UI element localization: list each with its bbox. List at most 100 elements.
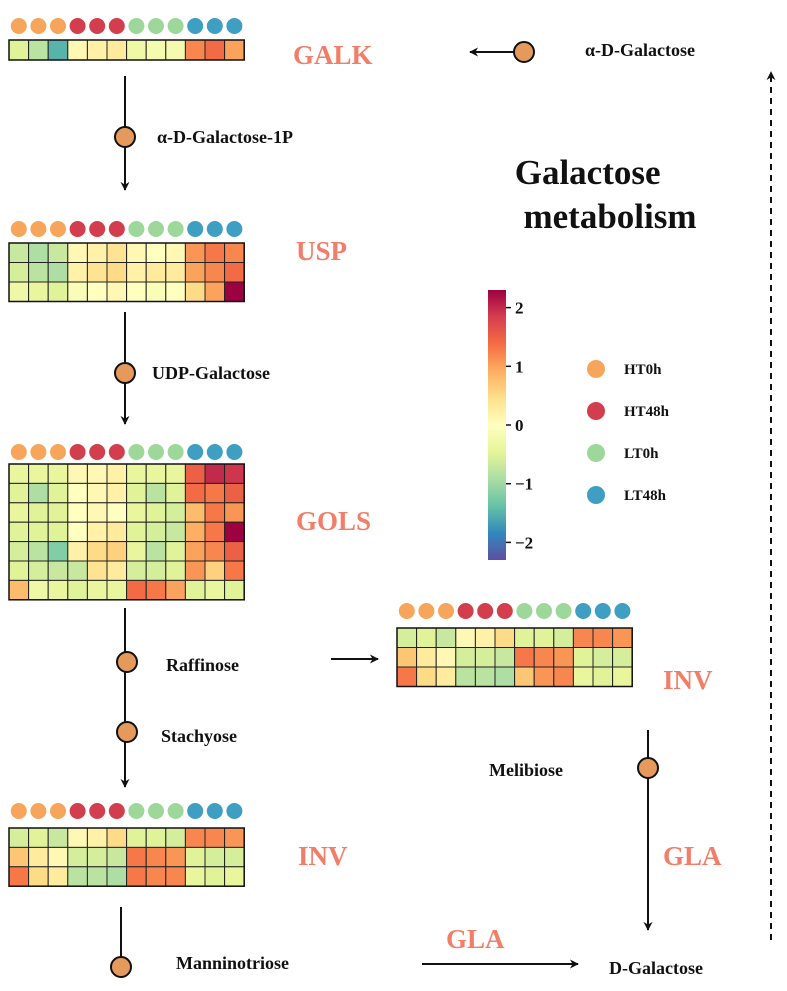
heatmap-cell	[514, 627, 535, 648]
legend-label: LT48h	[624, 488, 667, 504]
legend-dot	[587, 360, 605, 378]
sample-dot	[187, 221, 204, 237]
heatmap-cell	[184, 242, 206, 263]
heatmap-cell	[126, 521, 147, 543]
metabolite-stachyose: Stachyose	[161, 726, 237, 746]
heatmap-cell	[126, 39, 147, 61]
enzyme-usp: USP	[296, 236, 347, 266]
heatmap-cell	[204, 482, 226, 504]
heatmap-cell	[455, 647, 476, 668]
heatmap-cell	[514, 666, 535, 687]
sample-dot	[167, 444, 184, 460]
heatmap-cell	[396, 647, 418, 668]
heatmap-cell	[204, 521, 226, 543]
heatmap-cell	[184, 521, 206, 543]
colorbar-tick-label: 1	[515, 357, 524, 376]
heatmap-cell	[67, 262, 88, 283]
heatmap-cell	[8, 560, 30, 581]
heatmap-cell	[8, 846, 30, 868]
sample-dot	[30, 444, 47, 460]
heatmap-cell	[184, 541, 206, 562]
heatmap-cell	[165, 502, 186, 523]
heatmap-cell	[165, 281, 186, 302]
heatmap-cell	[572, 647, 594, 668]
heatmap-cell	[67, 463, 88, 484]
heatmap-cell	[165, 541, 186, 562]
heatmap-cell	[165, 866, 186, 887]
heatmap-cell	[224, 39, 245, 61]
sample-dot	[30, 18, 47, 34]
heatmap-cell	[224, 482, 245, 504]
heatmap-cell	[184, 827, 206, 848]
heatmap-cell	[106, 242, 128, 263]
heatmap-cell	[86, 502, 108, 523]
sample-dot	[148, 221, 164, 237]
heatmap-cell	[86, 482, 108, 504]
heatmap-cell	[126, 579, 147, 601]
heatmap-cell	[204, 541, 226, 562]
sample-dot	[516, 603, 533, 619]
heatmap-cell	[86, 866, 108, 887]
legend-dot	[587, 444, 605, 462]
sample-dot	[128, 444, 145, 460]
colorbar-tick-label: 2	[515, 299, 524, 318]
heatmap-cell	[165, 579, 186, 601]
heatmap-cell	[184, 866, 206, 887]
sample-dot	[69, 221, 86, 237]
sample-dot	[457, 603, 474, 619]
metabolite-melibiose: Melibiose	[489, 760, 563, 780]
heatmap-border	[8, 827, 245, 887]
heatmap-cell	[204, 846, 226, 868]
heatmap-cell	[47, 560, 69, 581]
heatmap-cell	[126, 866, 147, 887]
node-manninotriose	[110, 956, 132, 978]
metabolite-udp-galactose: UDP-Galactose	[152, 363, 270, 383]
sample-dot	[69, 444, 86, 460]
sample-dot	[187, 444, 204, 460]
heatmap-cell	[47, 502, 69, 523]
heatmap-cell	[184, 39, 206, 61]
heatmap-cell	[514, 647, 535, 668]
sample-dot	[128, 18, 145, 34]
heatmap-cell	[224, 579, 245, 601]
sample-dot	[575, 603, 592, 619]
sample-dot	[148, 18, 164, 34]
node-alpha-d-galactose-1p	[114, 126, 136, 148]
heatmap-cell	[47, 866, 69, 887]
heatmap-cell	[204, 560, 226, 581]
sample-dot	[89, 803, 106, 819]
heatmap-cell	[224, 242, 245, 263]
sample-dot	[69, 18, 86, 34]
heatmap-cell	[145, 262, 167, 283]
heatmap-cell	[126, 560, 147, 581]
heatmap-cell	[416, 627, 437, 648]
heatmap-cell	[8, 541, 30, 562]
heatmap-cell	[184, 579, 206, 601]
heatmap-cell	[8, 827, 30, 848]
sample-dot	[477, 603, 494, 619]
heatmap-cell	[67, 846, 88, 868]
legend-label: LT0h	[624, 446, 659, 462]
heatmap-cell	[224, 827, 245, 848]
heatmap-cell	[145, 521, 167, 543]
sample-dot	[167, 18, 184, 34]
heatmap-cell	[396, 666, 418, 687]
heatmap-cell	[474, 647, 496, 668]
heatmap-inv-right	[396, 603, 633, 688]
heatmap-cell	[28, 827, 49, 848]
diagram-title: Galactose metabolism	[515, 153, 697, 236]
heatmap-cell	[592, 666, 614, 687]
heatmap-cell	[184, 262, 206, 283]
heatmap-cell	[224, 846, 245, 868]
heatmap-cell	[106, 541, 128, 562]
heatmap-cell	[8, 39, 30, 61]
heatmap-cell	[86, 560, 108, 581]
sample-dot	[226, 444, 243, 460]
sample-dot	[555, 603, 572, 619]
node-udp-galactose	[114, 362, 136, 384]
heatmap-cell	[165, 560, 186, 581]
heatmap-cell	[47, 242, 69, 263]
heatmap-cell	[28, 262, 49, 283]
heatmap-cell	[435, 666, 457, 687]
heatmap-cell	[204, 463, 226, 484]
